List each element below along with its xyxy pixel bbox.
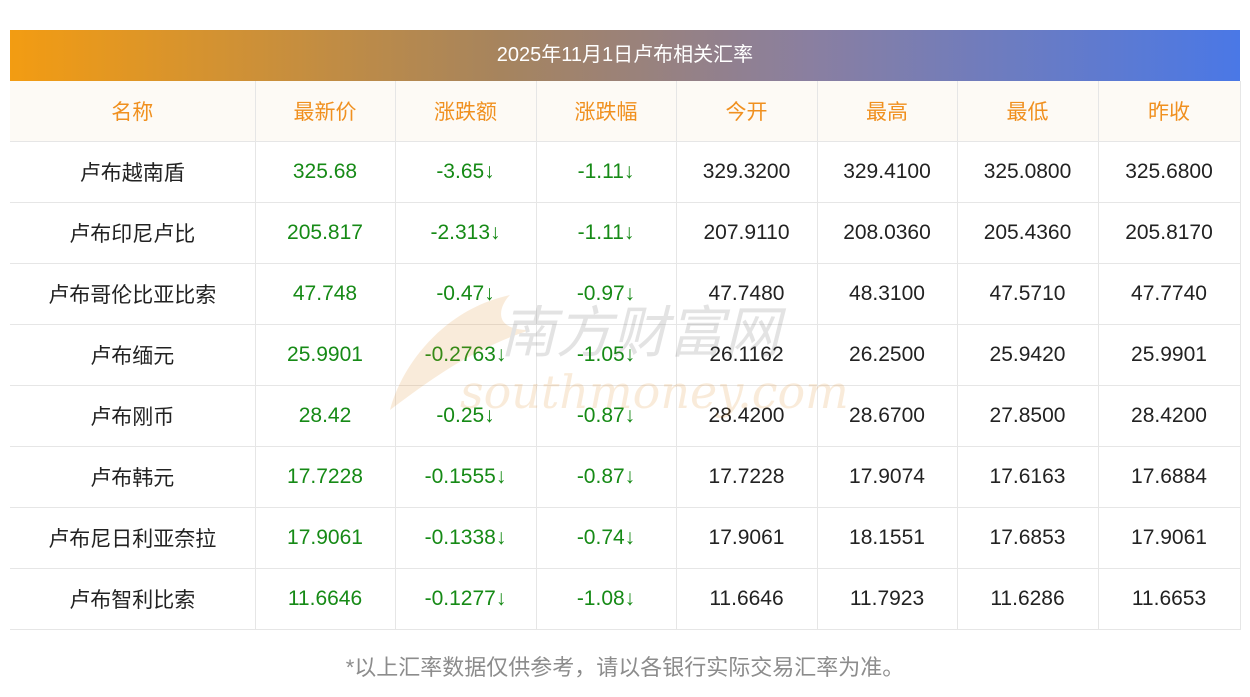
cell-latest: 25.9901 [255,324,396,386]
cell-open: 26.1162 [676,324,818,386]
cell-change: -0.1555↓ [395,446,537,508]
cell-low: 325.0800 [957,141,1099,203]
cell-low: 25.9420 [957,324,1099,386]
cell-open: 17.9061 [676,507,818,569]
cell-prev-close: 17.6884 [1098,446,1241,508]
cell-change: -0.47↓ [395,263,537,325]
table-row: 卢布刚币 28.42 -0.25↓ -0.87↓ 28.4200 28.6700… [10,385,1241,447]
footnote: *以上汇率数据仅供参考，请以各银行实际交易汇率为准。 [345,655,905,680]
cell-change: -0.1277↓ [395,568,537,630]
rate-table-container: 2025年11月1日卢布相关汇率 名称 最新价 涨跌额 涨跌幅 今开 最高 最低… [10,30,1241,630]
cell-change: -0.2763↓ [395,324,537,386]
cell-low: 17.6853 [957,507,1099,569]
cell-change: -2.313↓ [395,202,537,264]
cell-low: 27.8500 [957,385,1099,447]
cell-name: 卢布哥伦比亚比索 [10,263,256,325]
table-row: 卢布尼日利亚奈拉 17.9061 -0.1338↓ -0.74↓ 17.9061… [10,507,1241,569]
cell-change: -3.65↓ [395,141,537,203]
cell-high: 26.2500 [817,324,958,386]
cell-prev-close: 205.8170 [1098,202,1241,264]
cell-prev-close: 25.9901 [1098,324,1241,386]
table-row: 卢布智利比索 11.6646 -0.1277↓ -1.08↓ 11.6646 1… [10,568,1241,630]
table-header-row: 名称 最新价 涨跌额 涨跌幅 今开 最高 最低 昨收 [10,81,1241,142]
table-title: 2025年11月1日卢布相关汇率 [10,30,1240,81]
cell-change-pct: -0.87↓ [536,446,677,508]
cell-prev-close: 11.6653 [1098,568,1241,630]
cell-low: 11.6286 [957,568,1099,630]
cell-change-pct: -0.97↓ [536,263,677,325]
cell-name: 卢布韩元 [10,446,256,508]
cell-name: 卢布缅元 [10,324,256,386]
cell-name: 卢布尼日利亚奈拉 [10,507,256,569]
header-change: 涨跌额 [395,81,537,142]
cell-change-pct: -0.87↓ [536,385,677,447]
cell-name: 卢布印尼卢比 [10,202,256,264]
cell-change-pct: -1.08↓ [536,568,677,630]
cell-open: 28.4200 [676,385,818,447]
table-row: 卢布越南盾 325.68 -3.65↓ -1.11↓ 329.3200 329.… [10,141,1241,203]
cell-change-pct: -0.74↓ [536,507,677,569]
rate-table: 名称 最新价 涨跌额 涨跌幅 今开 最高 最低 昨收 卢布越南盾 325.68 … [10,81,1241,630]
cell-high: 48.3100 [817,263,958,325]
cell-prev-close: 47.7740 [1098,263,1241,325]
cell-low: 47.5710 [957,263,1099,325]
cell-latest: 47.748 [255,263,396,325]
table-row: 卢布哥伦比亚比索 47.748 -0.47↓ -0.97↓ 47.7480 48… [10,263,1241,325]
cell-open: 47.7480 [676,263,818,325]
cell-name: 卢布智利比索 [10,568,256,630]
cell-name: 卢布越南盾 [10,141,256,203]
cell-latest: 17.9061 [255,507,396,569]
cell-high: 11.7923 [817,568,958,630]
cell-low: 17.6163 [957,446,1099,508]
header-change-pct: 涨跌幅 [536,81,677,142]
cell-open: 11.6646 [676,568,818,630]
cell-prev-close: 17.9061 [1098,507,1241,569]
cell-high: 18.1551 [817,507,958,569]
cell-high: 17.9074 [817,446,958,508]
cell-open: 207.9110 [676,202,818,264]
table-row: 卢布缅元 25.9901 -0.2763↓ -1.05↓ 26.1162 26.… [10,324,1241,386]
cell-high: 329.4100 [817,141,958,203]
cell-change: -0.1338↓ [395,507,537,569]
cell-open: 329.3200 [676,141,818,203]
header-low: 最低 [957,81,1099,142]
cell-change: -0.25↓ [395,385,537,447]
cell-high: 208.0360 [817,202,958,264]
cell-latest: 205.817 [255,202,396,264]
header-latest: 最新价 [255,81,396,142]
cell-change-pct: -1.11↓ [536,141,677,203]
cell-latest: 17.7228 [255,446,396,508]
header-prev-close: 昨收 [1098,81,1241,142]
cell-latest: 28.42 [255,385,396,447]
cell-latest: 11.6646 [255,568,396,630]
header-high: 最高 [817,81,958,142]
cell-high: 28.6700 [817,385,958,447]
cell-name: 卢布刚币 [10,385,256,447]
cell-low: 205.4360 [957,202,1099,264]
cell-prev-close: 28.4200 [1098,385,1241,447]
header-name: 名称 [10,81,256,142]
header-open: 今开 [676,81,818,142]
table-row: 卢布印尼卢比 205.817 -2.313↓ -1.11↓ 207.9110 2… [10,202,1241,264]
cell-latest: 325.68 [255,141,396,203]
table-row: 卢布韩元 17.7228 -0.1555↓ -0.87↓ 17.7228 17.… [10,446,1241,508]
cell-prev-close: 325.6800 [1098,141,1241,203]
cell-change-pct: -1.05↓ [536,324,677,386]
cell-open: 17.7228 [676,446,818,508]
cell-change-pct: -1.11↓ [536,202,677,264]
